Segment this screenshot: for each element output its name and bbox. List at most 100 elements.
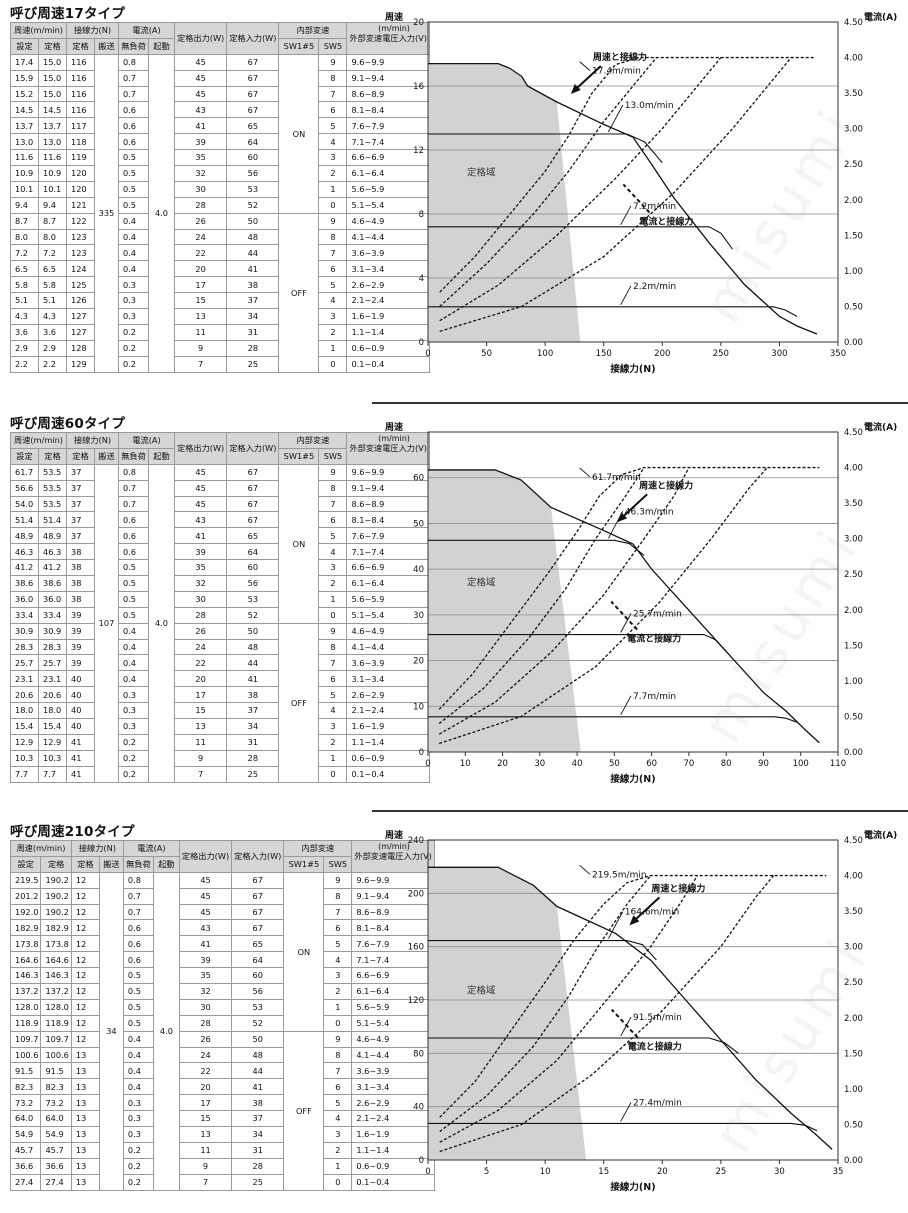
cell-speed-set: 5.1 [10,292,39,310]
x-tick-label: 20 [497,759,508,769]
cell-speed-set: 118.9 [9,1014,42,1032]
section-title: 呼び周速17タイプ [10,6,126,22]
cell-rated-input: 67 [231,903,285,921]
cell-sw1-off: OFF [278,622,320,783]
table-row: 14.5 14.5 116 0.6 43 67 6 8.1~8.4 [10,101,430,119]
cell-sw5: 8 [323,887,353,905]
cell-rated-output: 17 [173,276,228,294]
cell-force-rated: 40 [66,686,95,704]
speed-value-leader [579,61,591,71]
y2-axis-title: 電流(A) [864,11,897,23]
cell-speed-rated: 182.9 [40,919,72,937]
table-row: 164.6 164.6 12 0.6 39 64 4 7.1~7.4 [9,951,435,969]
cell-speed-set: 6.5 [10,260,39,278]
y2-tick-label: 1.00 [844,267,863,277]
rated-region-label: 定格域 [467,577,496,589]
cell-rated-input: 52 [231,1014,285,1032]
current-curve [438,466,820,710]
table-row: 10.3 10.3 41 0.2 9 28 1 0.6~0.9 [10,749,430,767]
cell-speed-set: 46.3 [10,543,39,561]
cell-rated-input: 31 [231,1141,285,1159]
header-internal-speed: 内部変速 [278,22,348,39]
speed-value-label: 7.7m/min [633,692,676,702]
cell-noload-current: 0.2 [122,1173,154,1191]
cell-noload-current: 0.2 [118,749,149,767]
table-row: 45.7 45.7 13 0.2 11 31 2 1.1~1.4 [9,1141,435,1159]
table-row: 9.4 9.4 121 0.5 28 52 0 5.1~5.4 [10,196,430,214]
table-row: 182.9 182.9 12 0.6 43 67 6 8.1~8.4 [9,919,435,937]
cell-sw5: 5 [318,276,348,294]
cell-speed-set: 13.7 [10,117,39,135]
y2-tick-label: 4.50 [844,18,863,28]
cell-sw5: 7 [318,654,348,672]
table-row: 48.9 48.9 37 0.6 41 65 5 7.6~7.9 [10,527,430,545]
cell-speed-rated: 10.3 [38,749,67,767]
cell-sw5: 8 [318,479,348,497]
x-tick-label: 60 [646,759,657,769]
cell-rated-output: 45 [173,85,228,103]
cell-noload-current: 0.5 [118,180,149,198]
cell-speed-set: 33.4 [10,606,39,624]
table-row: 27.4 27.4 13 0.2 7 25 0 0.1~0.4 [9,1173,435,1191]
speed-value-leader [579,467,591,478]
current-legend-label: 電流と接線力 [628,1041,682,1053]
cell-rated-output: 28 [173,606,228,624]
table-row: 3.6 3.6 127 0.2 11 31 2 1.1~1.4 [10,323,430,341]
cell-rated-output: 26 [178,1030,233,1048]
subheader-rated-force: 定格 [70,855,100,873]
cell-noload-current: 0.3 [118,292,149,310]
y2-tick-label: 4.50 [844,836,863,846]
speed-legend-arrowhead [629,915,640,926]
subheader-row: 設定 定格 定格 搬送 無負荷 起動 SW1#5 SW5 [9,855,435,873]
section-title: 呼び周速210タイプ [10,824,135,840]
cell-sw5: 7 [318,244,348,262]
cell-speed-set: 18.0 [10,702,39,720]
table-row: 91.5 91.5 13 0.4 22 44 7 3.6~3.9 [9,1062,435,1080]
cell-rated-input: 25 [226,765,280,783]
table-row: 56.6 53.5 37 0.7 45 67 8 9.1~9.4 [10,479,430,497]
cell-force-rated: 13 [70,1126,100,1143]
cell-sw5: 6 [323,1078,353,1096]
cell-speed-rated: 7.7 [38,765,67,783]
table-row: 7.2 7.2 123 0.4 22 44 7 3.6~3.9 [10,244,430,262]
chart-svg: 0 10 20 30 40 50 60 70 80 90 100 110 0 10 20 30 40 50 60 0.… [378,421,897,785]
cell-noload-current: 0.6 [118,133,149,151]
y2-tick-label: 0.50 [844,302,863,312]
cell-noload-current: 0.4 [122,1046,154,1064]
cell-speed-set: 36.6 [9,1157,42,1175]
y2-tick-label: 2.00 [844,1014,863,1024]
subheader-noload: 無負荷 [122,855,154,873]
cell-rated-output: 26 [173,622,228,640]
table-row: 5.1 5.1 126 0.3 15 37 4 2.1~2.4 [10,292,430,310]
subheader-start: 起動 [152,855,180,873]
cell-speed-rated: 15.0 [38,69,67,87]
header-current: 電流(A) [122,840,180,857]
cell-rated-input: 53 [231,998,285,1016]
cell-rated-input: 65 [226,527,280,545]
table-row: 219.5 190.2 12 34 0.8 4.0 45 67 ON 9 9.6~9.9 [9,871,435,1191]
cell-sw5: 3 [318,559,348,577]
spec-table: 周速(m/min) 接線力(N) 電流(A) 定格出力(W) 定格入力(W) 内部変速 外部… [10,432,430,783]
cell-noload-current: 0.5 [118,575,149,592]
cell-rated-output: 24 [173,638,228,656]
cell-noload-current: 0.6 [118,101,149,119]
cell-speed-rated: 13.7 [38,117,67,135]
speed-value-leader [608,104,624,133]
cell-noload-current: 0.4 [118,670,149,688]
speed-curve [428,1122,818,1132]
cell-sw5: 9 [318,622,348,640]
subheader-rated-force: 定格 [66,447,95,465]
cell-speed-rated: 128.0 [40,998,72,1016]
cell-speed-set: 164.6 [9,951,42,969]
x-tick-label: 5 [484,1167,489,1177]
table-row: 54.9 54.9 13 0.3 13 34 3 1.6~1.9 [9,1126,435,1143]
y-axis-unit: (m/min) [378,24,410,33]
spec-table: 周速(m/min) 接線力(N) 電流(A) 定格出力(W) 定格入力(W) 内部変速 外部… [9,840,435,1191]
cell-sw5: 4 [318,543,348,561]
header-rated-output: 定格出力(W) [173,22,228,55]
subheader-sw1: SW1#5 [283,855,325,873]
speed-legend-arrowhead [570,84,581,94]
cell-rated-output: 11 [173,733,228,751]
cell-sw5: 5 [323,1094,353,1112]
cell-rated-input: 38 [226,686,280,704]
